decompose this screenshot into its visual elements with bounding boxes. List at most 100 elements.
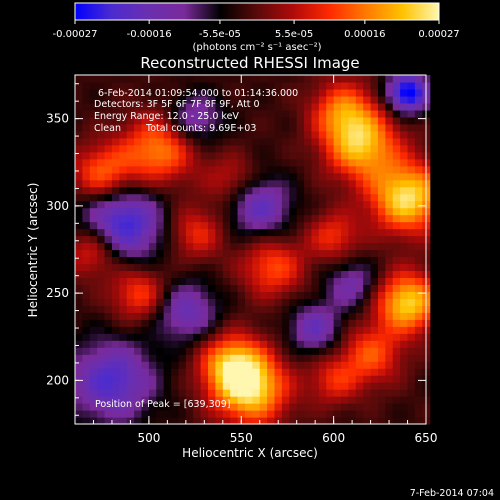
heatmap-cell	[244, 200, 253, 209]
heatmap-cell	[75, 256, 83, 265]
heatmap-cell	[326, 361, 335, 369]
heatmap-cell	[148, 410, 157, 418]
heatmap-cell	[141, 382, 150, 390]
heatmap-cell	[215, 347, 224, 355]
heatmap-cell	[193, 242, 202, 251]
heatmap-cell	[104, 270, 113, 279]
heatmap-cell	[222, 333, 231, 341]
heatmap-cell	[281, 249, 290, 258]
heatmap-cell	[244, 123, 253, 132]
heatmap-cell	[281, 382, 290, 390]
heatmap-cell	[119, 130, 128, 139]
heatmap-cell	[97, 403, 106, 411]
heatmap-cell	[89, 109, 98, 118]
heatmap-cell	[333, 270, 342, 279]
heatmap-cell	[355, 158, 364, 167]
x-axis-label: Heliocentric X (arcsec)	[182, 446, 318, 460]
heatmap-cell	[200, 410, 209, 418]
heatmap-cell	[377, 109, 386, 118]
heatmap-cell	[370, 403, 379, 411]
heatmap-cell	[171, 186, 180, 195]
heatmap-cell	[193, 179, 202, 188]
heatmap-cell	[237, 298, 246, 306]
heatmap-cell	[215, 368, 224, 376]
heatmap-cell	[333, 116, 342, 125]
heatmap-cell	[296, 179, 305, 188]
heatmap-cell	[237, 221, 246, 230]
heatmap-cell	[400, 312, 409, 320]
heatmap-cell	[252, 417, 261, 425]
heatmap-cell	[311, 214, 320, 223]
heatmap-cell	[193, 221, 202, 230]
heatmap-cell	[311, 123, 320, 132]
heatmap-cell	[178, 403, 187, 411]
heatmap-cell	[289, 389, 298, 397]
heatmap-cell	[171, 75, 180, 83]
heatmap-cell	[208, 410, 216, 418]
heatmap-cell	[267, 410, 276, 418]
heatmap-cell	[355, 375, 364, 383]
heatmap-cell	[82, 340, 91, 348]
heatmap-cell	[126, 249, 135, 258]
heatmap-cell	[185, 235, 194, 244]
heatmap-cell	[97, 277, 106, 285]
heatmap-cell	[341, 368, 350, 376]
heatmap-cell	[333, 193, 342, 202]
heatmap-cell	[148, 172, 157, 181]
heatmap-cell	[97, 256, 106, 265]
heatmap-cell	[377, 165, 386, 174]
heatmap-cell	[104, 116, 113, 125]
heatmap-cell	[141, 88, 150, 97]
heatmap-cell	[385, 200, 394, 209]
heatmap-cell	[134, 144, 143, 153]
heatmap-cell	[326, 116, 335, 125]
heatmap-cell	[185, 81, 194, 90]
heatmap-cell	[407, 417, 416, 425]
heatmap-cell	[326, 382, 335, 390]
heatmap-cell	[141, 193, 150, 202]
heatmap-cell	[267, 200, 276, 209]
heatmap-cell	[252, 396, 261, 404]
heatmap-cell	[274, 179, 283, 188]
heatmap-cell	[104, 291, 113, 299]
heatmap-cell	[318, 417, 327, 425]
heatmap-cell	[363, 235, 372, 244]
heatmap-cell	[134, 361, 143, 369]
heatmap-cell	[75, 249, 83, 258]
heatmap-cell	[267, 81, 276, 90]
heatmap-cell	[119, 417, 128, 425]
heatmap-cell	[97, 326, 106, 334]
heatmap-cell	[267, 340, 276, 348]
heatmap-cell	[370, 312, 379, 320]
heatmap-cell	[111, 193, 120, 202]
heatmap-cell	[208, 151, 216, 160]
heatmap-cell	[326, 102, 335, 111]
heatmap-cell	[193, 403, 202, 411]
heatmap-cell	[163, 312, 172, 320]
heatmap-cell	[377, 249, 386, 258]
heatmap-cell	[215, 158, 224, 167]
heatmap-cell	[193, 291, 202, 299]
heatmap-cell	[97, 144, 106, 153]
heatmap-cell	[200, 375, 209, 383]
heatmap-cell	[333, 144, 342, 153]
heatmap-cell	[82, 410, 91, 418]
heatmap-cell	[148, 256, 157, 265]
heatmap-cell	[141, 263, 150, 272]
heatmap-cell	[193, 354, 202, 362]
heatmap-cell	[304, 389, 313, 397]
heatmap-cell	[148, 354, 157, 362]
heatmap-cell	[89, 137, 98, 146]
heatmap-cell	[318, 347, 327, 355]
heatmap-cell	[259, 144, 268, 153]
heatmap-cell	[267, 158, 276, 167]
heatmap-cell	[89, 396, 98, 404]
heatmap-cell	[200, 305, 209, 313]
heatmap-cell	[414, 165, 423, 174]
heatmap-cell	[200, 354, 209, 362]
heatmap-cell	[377, 179, 386, 188]
heatmap-cell	[200, 200, 209, 209]
heatmap-cell	[156, 116, 165, 125]
heatmap-cell	[222, 116, 231, 125]
heatmap-cell	[156, 235, 165, 244]
